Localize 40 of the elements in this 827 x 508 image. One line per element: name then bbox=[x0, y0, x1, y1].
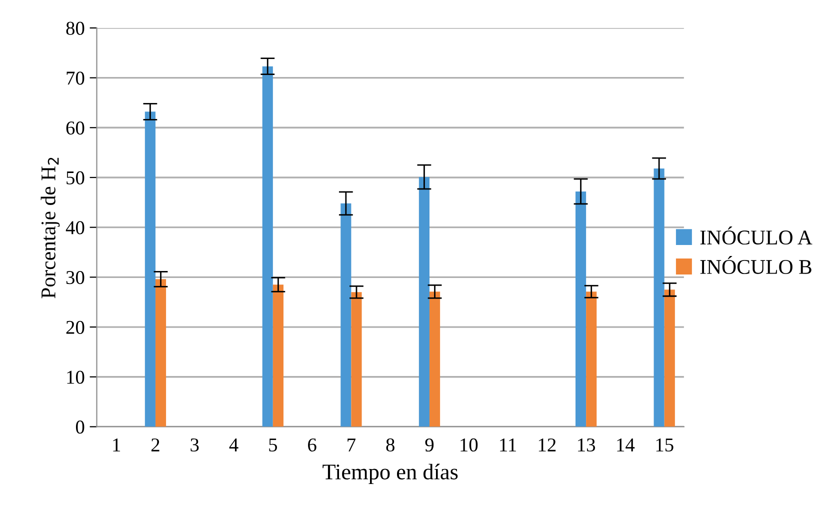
bar bbox=[272, 284, 284, 427]
bar bbox=[351, 292, 362, 427]
x-tick-label: 6 bbox=[308, 438, 316, 452]
bar bbox=[418, 176, 430, 427]
x-tick-label: 15 bbox=[656, 438, 674, 452]
x-tick-label: 12 bbox=[538, 438, 556, 452]
y-tick-label: 10 bbox=[67, 370, 84, 384]
legend-label: INÓCULO A bbox=[700, 226, 812, 245]
y-tick-label: 60 bbox=[66, 121, 84, 135]
y-tick-label: 50 bbox=[66, 171, 84, 184]
x-tick-label: 9 bbox=[425, 438, 434, 452]
x-tick-label: 2 bbox=[151, 438, 160, 452]
bar bbox=[429, 292, 440, 427]
x-tick-label: 13 bbox=[578, 438, 596, 452]
x-tick-label: 8 bbox=[386, 438, 394, 452]
bar bbox=[664, 290, 675, 427]
y-tick-label: 80 bbox=[66, 22, 84, 35]
y-tick-label: 20 bbox=[66, 320, 84, 334]
x-tick-label: 7 bbox=[348, 438, 356, 452]
bar bbox=[340, 203, 352, 427]
bar bbox=[576, 191, 586, 427]
x-tick-label: 3 bbox=[190, 438, 199, 452]
bar bbox=[262, 66, 273, 427]
y-tick-label: 70 bbox=[66, 72, 84, 85]
x-tick-label: 10 bbox=[460, 438, 478, 452]
bar bbox=[144, 112, 156, 427]
x-tick-label: 1 bbox=[113, 438, 120, 452]
x-tick-label: 14 bbox=[617, 438, 635, 452]
x-tick-label: 5 bbox=[269, 438, 278, 452]
legend-label: INÓCULO B bbox=[700, 256, 812, 274]
y-tick-label: 0 bbox=[76, 420, 84, 434]
y-tick-label: 40 bbox=[66, 221, 84, 234]
bar bbox=[586, 292, 597, 427]
bar bbox=[155, 279, 166, 427]
y-axis-title: Porcentaje de H$_{2}$ bbox=[40, 158, 60, 298]
x-tick-label: 11 bbox=[500, 438, 516, 452]
x-axis-title: Tiempo en días bbox=[322, 464, 458, 484]
bar bbox=[654, 168, 664, 427]
y-tick-label: 30 bbox=[66, 270, 84, 284]
x-tick-label: 4 bbox=[229, 438, 238, 452]
